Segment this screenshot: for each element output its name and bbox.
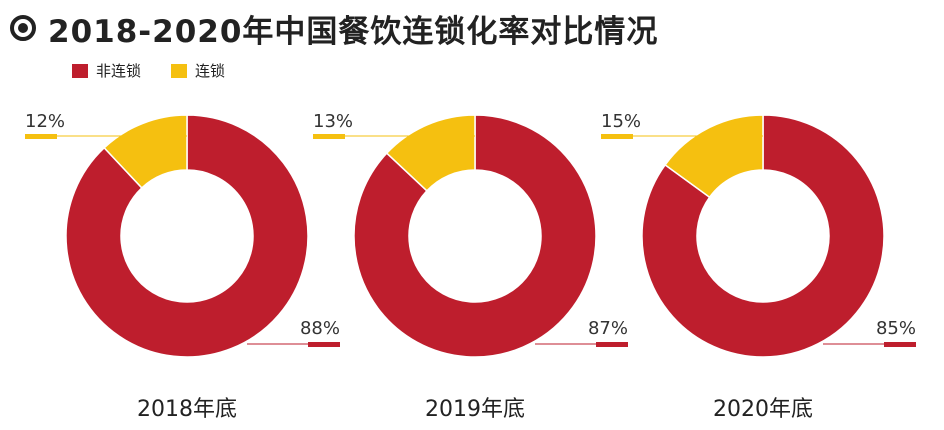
category-label: 2020年底 bbox=[713, 397, 813, 422]
legend-label-chain: 连锁 bbox=[195, 62, 226, 80]
donut-slice-non-chain bbox=[353, 114, 597, 358]
leader-cap-chain bbox=[25, 134, 57, 139]
legend-label-non-chain: 非连锁 bbox=[96, 62, 142, 80]
radio-bullet-icon bbox=[10, 15, 36, 41]
data-label-non-chain: 87% bbox=[588, 318, 628, 339]
donut-slice-non-chain bbox=[65, 114, 309, 358]
legend-item-chain: 连锁 bbox=[171, 60, 225, 81]
data-label-non-chain: 88% bbox=[300, 318, 340, 339]
legend-swatch-non-chain bbox=[72, 63, 88, 78]
data-label-non-chain: 85% bbox=[876, 318, 916, 339]
data-label-chain: 12% bbox=[25, 111, 65, 132]
leader-cap-chain bbox=[601, 134, 633, 139]
donut-slice-chain bbox=[103, 114, 188, 189]
category-label: 2018年底 bbox=[137, 397, 237, 422]
leader-cap-chain bbox=[313, 134, 345, 139]
donut-slice-non-chain bbox=[641, 114, 885, 358]
category-label: 2019年底 bbox=[425, 397, 525, 422]
donut-slice-chain bbox=[385, 114, 476, 192]
leader-cap-non-chain bbox=[596, 342, 628, 347]
data-label-chain: 13% bbox=[313, 111, 353, 132]
legend-swatch-chain bbox=[171, 63, 188, 78]
leader-cap-non-chain bbox=[308, 342, 340, 347]
title-bar: 2018-2020年中国餐饮连锁化率对比情况 bbox=[10, 6, 658, 50]
legend-item-non-chain: 非连锁 bbox=[72, 60, 141, 81]
page-title: 2018-2020年中国餐饮连锁化率对比情况 bbox=[48, 13, 659, 50]
data-label-chain: 15% bbox=[601, 111, 641, 132]
legend: 非连锁 连锁 bbox=[72, 60, 255, 81]
leader-cap-non-chain bbox=[884, 342, 916, 347]
